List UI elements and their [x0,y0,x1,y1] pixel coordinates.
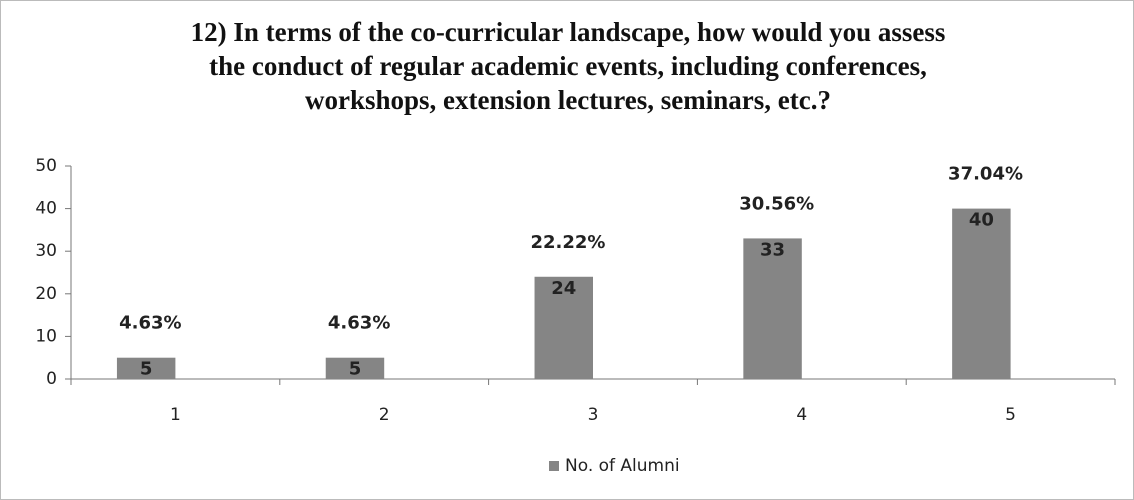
bar [116,357,176,379]
percent-label: 37.04% [948,164,1023,185]
chart-title: 12) In terms of the co-curricular landsc… [190,17,946,115]
y-tick-label: 50 [35,156,57,176]
percent-label: 22.22% [530,232,605,253]
value-label: 40 [969,210,994,231]
bar [952,208,1011,379]
legend-swatch [549,461,559,471]
x-tick-label: 1 [170,405,181,425]
value-label: 5 [140,359,153,380]
y-tick-label: 30 [35,241,57,261]
bar [325,357,385,379]
x-tick-label: 5 [1005,405,1016,425]
y-tick-label: 0 [46,369,57,389]
y-tick-label: 10 [35,326,57,346]
x-tick-label: 4 [796,405,807,425]
y-tick-label: 20 [35,284,57,304]
value-label: 33 [760,239,785,260]
x-tick-label: 3 [588,405,599,425]
value-label: 5 [349,359,362,380]
x-tick-label: 2 [379,405,390,425]
percent-label: 4.63% [328,313,390,334]
chart-title-box: 12) In terms of the co-curricular landsc… [1,15,1133,117]
bar [534,276,593,379]
bar [743,238,802,379]
legend-label: No. of Alumni [565,456,680,476]
percent-label: 4.63% [119,313,181,334]
y-tick-label: 40 [35,199,57,219]
percent-label: 30.56% [739,193,814,214]
value-label: 24 [551,278,576,299]
